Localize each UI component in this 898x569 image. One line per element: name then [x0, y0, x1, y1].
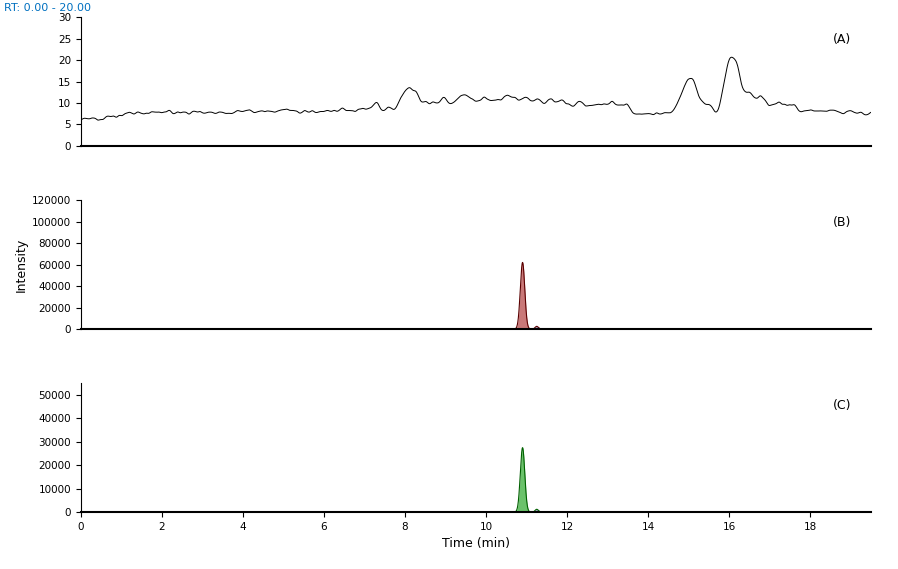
- Text: (A): (A): [833, 32, 851, 46]
- Text: RT: 0.00 - 20.00: RT: 0.00 - 20.00: [4, 3, 92, 13]
- Text: (B): (B): [833, 216, 851, 229]
- Y-axis label: Intensity: Intensity: [14, 237, 28, 292]
- X-axis label: Time (min): Time (min): [442, 537, 510, 550]
- Text: (C): (C): [832, 399, 851, 411]
